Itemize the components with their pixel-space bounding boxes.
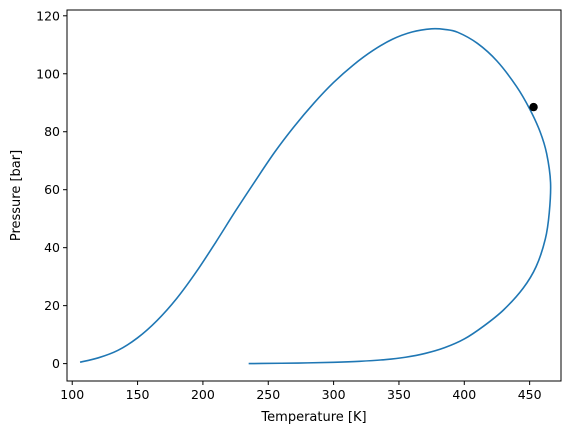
plot-frame [66, 9, 562, 382]
x-tick-label-200: 200 [191, 387, 215, 402]
marker-layer [529, 102, 538, 112]
y-axis-title: Pressure [bar] [9, 150, 24, 241]
y-tick-label-120: 120 [36, 8, 60, 23]
x-tick-label-100: 100 [60, 387, 84, 402]
y-tick-label-60: 60 [44, 182, 60, 197]
x-tick-label-400: 400 [452, 387, 476, 402]
x-tick-label-450: 450 [518, 387, 542, 402]
series-layer [79, 27, 552, 365]
critical-point-marker [529, 102, 538, 112]
y-tick-label-20: 20 [44, 298, 60, 313]
y-tick-label-40: 40 [44, 240, 60, 255]
x-tick-label-300: 300 [322, 387, 346, 402]
series-line-1 [79, 27, 552, 365]
y-tick-label-100: 100 [36, 66, 60, 81]
x-axis-ticks: 100 150 200 250 300 350 400 450 [60, 381, 542, 402]
y-tick-label-80: 80 [44, 124, 60, 139]
x-tick-label-150: 150 [126, 387, 150, 402]
y-axis-ticks: 0 20 40 60 80 100 120 [36, 8, 67, 371]
plot-area [67, 10, 561, 381]
x-tick-label-350: 350 [387, 387, 411, 402]
y-tick-label-0: 0 [52, 356, 60, 371]
x-tick-label-250: 250 [256, 387, 280, 402]
x-axis-title: Temperature [K] [260, 410, 366, 425]
